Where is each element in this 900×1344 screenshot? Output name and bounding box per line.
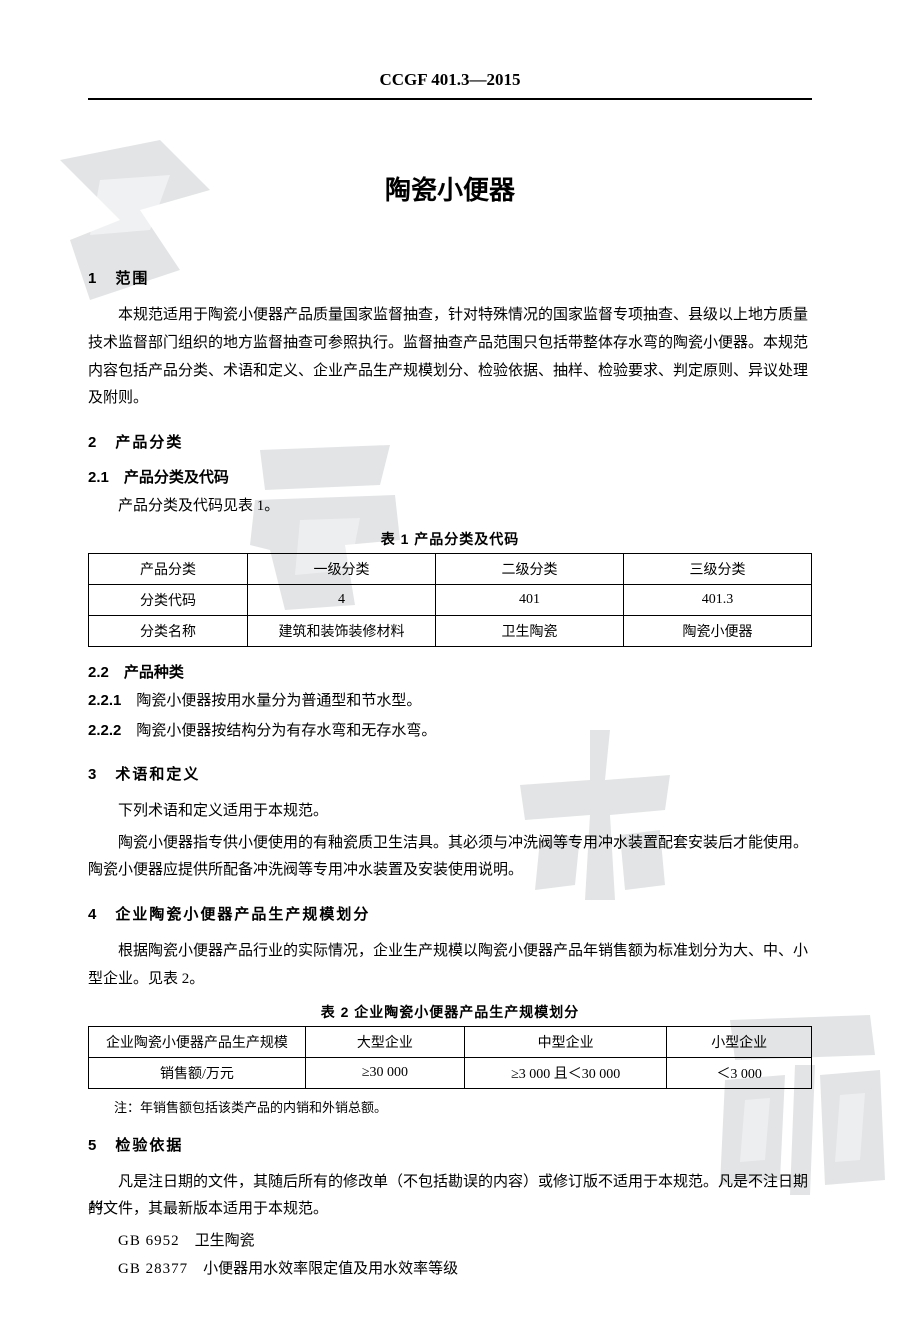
ref-code: GB 28377 [118, 1261, 188, 1277]
section-2-1-title: 产品分类及代码 [124, 469, 229, 486]
ref-name: 卫生陶瓷 [195, 1233, 255, 1249]
table-cell: 卫生陶瓷 [436, 615, 624, 646]
section-2-1-num: 2.1 [88, 469, 109, 486]
section-3-num: 3 [88, 766, 98, 783]
section-2-2-title: 产品种类 [124, 664, 184, 681]
ref-name: 小便器用水效率限定值及用水效率等级 [203, 1261, 458, 1277]
section-4-heading: 4 企业陶瓷小便器产品生产规模划分 [88, 903, 812, 924]
section-3-heading: 3 术语和定义 [88, 763, 812, 784]
table-row: 分类名称 建筑和装饰装修材料 卫生陶瓷 陶瓷小便器 [89, 615, 812, 646]
table-cell: 401.3 [623, 584, 811, 615]
subsub-text: 陶瓷小便器按结构分为有存水弯和无存水弯。 [136, 723, 436, 739]
table-2-caption: 表 2 企业陶瓷小便器产品生产规模划分 [88, 1002, 812, 1022]
section-4-num: 4 [88, 906, 98, 923]
section-4-title: 企业陶瓷小便器产品生产规模划分 [115, 906, 370, 923]
table-cell: 4 [248, 584, 436, 615]
header-standard-code: CCGF 401.3—2015 [88, 70, 812, 100]
table-cell: 三级分类 [623, 553, 811, 584]
page-content: CCGF 401.3—2015 陶瓷小便器 1 范围 本规范适用于陶瓷小便器产品… [0, 0, 900, 1344]
section-1-title: 范围 [115, 270, 149, 287]
table-cell: 建筑和装饰装修材料 [248, 615, 436, 646]
table-cell: 陶瓷小便器 [623, 615, 811, 646]
section-2-1-para: 产品分类及代码见表 1。 [88, 493, 812, 521]
table-row: 企业陶瓷小便器产品生产规模 大型企业 中型企业 小型企业 [89, 1026, 812, 1057]
table-cell: 分类代码 [89, 584, 248, 615]
table-2-note: 注：年销售额包括该类产品的内销和外销总额。 [88, 1097, 812, 1116]
table-2: 企业陶瓷小便器产品生产规模 大型企业 中型企业 小型企业 销售额/万元 ≥30 … [88, 1026, 812, 1089]
subsub-num: 2.2.2 [88, 722, 121, 739]
section-2-num: 2 [88, 434, 98, 451]
section-3-title: 术语和定义 [115, 766, 200, 783]
table-cell: 分类名称 [89, 615, 248, 646]
section-2-heading: 2 产品分类 [88, 431, 812, 452]
table-cell: 401 [436, 584, 624, 615]
table-1-caption: 表 1 产品分类及代码 [88, 529, 812, 549]
table-cell: ≥3 000 且＜30 000 [464, 1057, 666, 1088]
ref-code: GB 6952 [118, 1233, 180, 1249]
section-5-para: 凡是注日期的文件，其随后所有的修改单（不包括勘误的内容）或修订版不适用于本规范。… [88, 1169, 812, 1225]
section-1-para: 本规范适用于陶瓷小便器产品质量国家监督抽查，针对特殊情况的国家监督专项抽查、县级… [88, 302, 812, 413]
section-1-num: 1 [88, 270, 98, 287]
section-2-1-heading: 2.1 产品分类及代码 [88, 466, 812, 487]
table-cell: 小型企业 [667, 1026, 812, 1057]
table-cell: 中型企业 [464, 1026, 666, 1057]
table-row: 产品分类 一级分类 二级分类 三级分类 [89, 553, 812, 584]
ref-item: GB 6952 卫生陶瓷 [88, 1228, 812, 1256]
section-3-para2: 陶瓷小便器指专供小便使用的有釉瓷质卫生洁具。其必须与冲洗阀等专用冲水装置配套安装… [88, 830, 812, 886]
section-3-para1: 下列术语和定义适用于本规范。 [88, 798, 812, 826]
section-5-title: 检验依据 [115, 1137, 183, 1154]
section-2-title: 产品分类 [115, 434, 183, 451]
table-1: 产品分类 一级分类 二级分类 三级分类 分类代码 4 401 401.3 分类名… [88, 553, 812, 647]
section-5-heading: 5 检验依据 [88, 1134, 812, 1155]
section-4-para: 根据陶瓷小便器产品行业的实际情况，企业生产规模以陶瓷小便器产品年销售额为标准划分… [88, 938, 812, 994]
subsub-text: 陶瓷小便器按用水量分为普通型和节水型。 [136, 693, 421, 709]
section-5-num: 5 [88, 1137, 98, 1154]
table-cell: ＜3 000 [667, 1057, 812, 1088]
table-cell: 产品分类 [89, 553, 248, 584]
document-title: 陶瓷小便器 [88, 170, 812, 207]
table-cell: 一级分类 [248, 553, 436, 584]
section-2-2-heading: 2.2 产品种类 [88, 661, 812, 682]
table-cell: 二级分类 [436, 553, 624, 584]
section-2-2-num: 2.2 [88, 664, 109, 681]
section-2-2-1: 2.2.1 陶瓷小便器按用水量分为普通型和节水型。 [88, 688, 812, 715]
ref-item: GB 28377 小便器用水效率限定值及用水效率等级 [88, 1256, 812, 1284]
table-cell: ≥30 000 [305, 1057, 464, 1088]
section-1-heading: 1 范围 [88, 267, 812, 288]
table-cell: 销售额/万元 [89, 1057, 306, 1088]
table-row: 销售额/万元 ≥30 000 ≥3 000 且＜30 000 ＜3 000 [89, 1057, 812, 1088]
subsub-num: 2.2.1 [88, 692, 121, 709]
table-row: 分类代码 4 401 401.3 [89, 584, 812, 615]
table-cell: 大型企业 [305, 1026, 464, 1057]
table-cell: 企业陶瓷小便器产品生产规模 [89, 1026, 306, 1057]
section-2-2-2: 2.2.2 陶瓷小便器按结构分为有存水弯和无存水弯。 [88, 718, 812, 745]
